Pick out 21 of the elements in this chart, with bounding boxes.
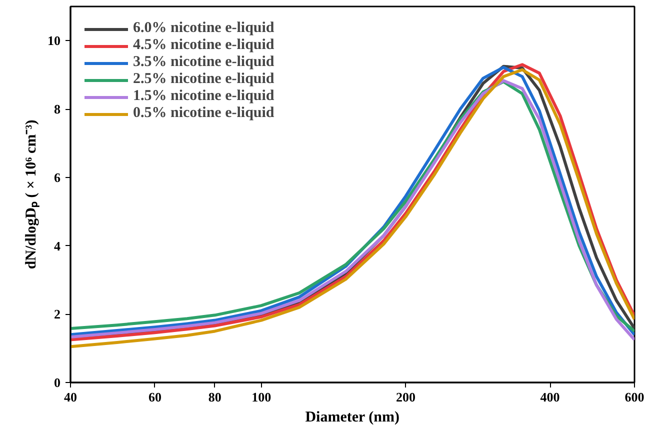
y-tick-label: 6 bbox=[54, 170, 61, 185]
legend-label: 3.5% nicotine e-liquid bbox=[133, 54, 274, 71]
x-tick-label: 100 bbox=[252, 390, 272, 404]
y-tick-label: 10 bbox=[48, 33, 60, 48]
legend-label: 2.5% nicotine e-liquid bbox=[133, 71, 274, 88]
x-tick-label: 400 bbox=[540, 390, 560, 404]
y-tick-label: 2 bbox=[54, 306, 60, 322]
x-tick-label: 600 bbox=[624, 390, 644, 404]
x-tick-label: 40 bbox=[64, 390, 77, 404]
y-axis-title: dN/dlogDₚ ( × 10⁶ cm⁻³) bbox=[24, 120, 40, 270]
legend-label: 6.0% nicotine e-liquid bbox=[133, 20, 274, 37]
y-tick-label: 4 bbox=[54, 238, 61, 254]
legend-label: 1.5% nicotine e-liquid bbox=[133, 88, 274, 105]
y-tick-label: 0 bbox=[54, 375, 60, 390]
x-tick-label: 200 bbox=[396, 390, 416, 404]
x-axis-title: Diameter (nm) bbox=[305, 410, 400, 426]
y-tick-label: 8 bbox=[54, 102, 61, 117]
x-tick-label: 60 bbox=[148, 390, 162, 404]
legend-label: 4.5% nicotine e-liquid bbox=[133, 37, 274, 54]
x-tick-label: 80 bbox=[208, 390, 222, 404]
legend-label: 0.5% nicotine e-liquid bbox=[133, 105, 274, 122]
